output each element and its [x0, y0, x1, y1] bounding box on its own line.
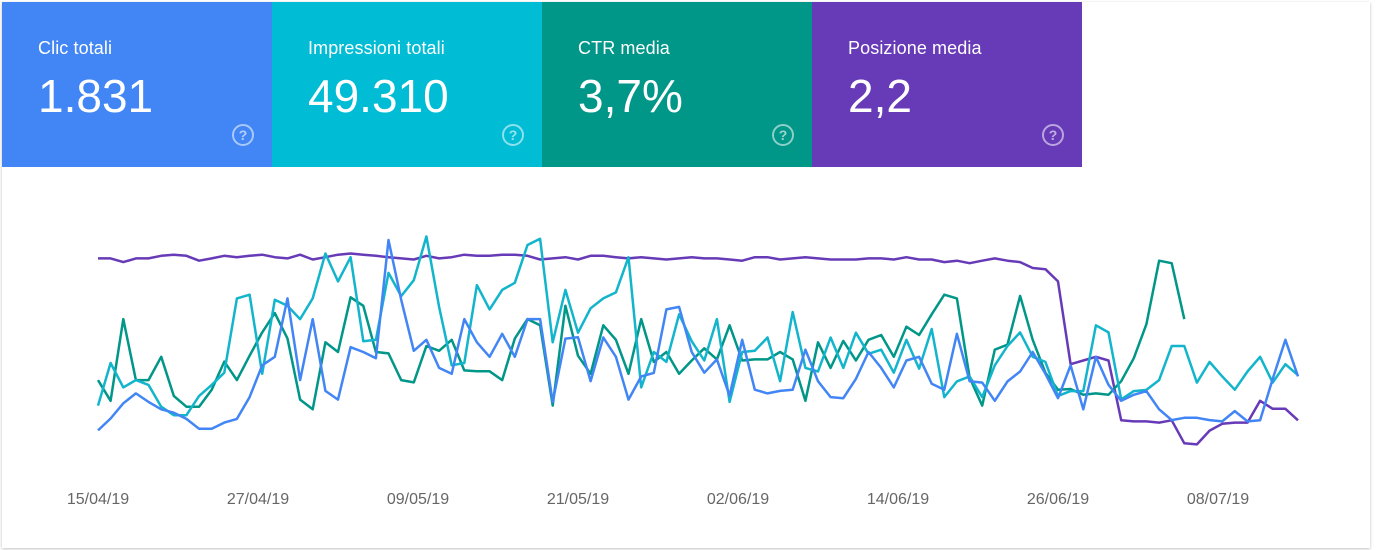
series-line-impressions: [96, 235, 1299, 417]
metric-ctr[interactable]: CTR media 3,7% ?: [542, 2, 812, 167]
x-tick-label: 02/06/19: [707, 491, 769, 508]
x-tick-label: 15/04/19: [67, 491, 129, 508]
metric-label: Clic totali: [38, 38, 113, 58]
metric-value: 49.310: [308, 70, 449, 122]
x-tick-label: 08/07/19: [1187, 491, 1249, 508]
x-tick-label: 27/04/19: [227, 491, 289, 508]
metric-label: CTR media: [578, 38, 670, 58]
x-tick-label: 09/05/19: [387, 491, 449, 508]
metric-label: Impressioni totali: [308, 38, 445, 58]
metric-clicks[interactable]: Clic totali 1.831 ?: [2, 2, 272, 167]
metric-value: 2,2: [848, 70, 912, 122]
x-tick-label: 26/06/19: [1027, 491, 1089, 508]
question-circle-icon[interactable]: ?: [502, 124, 524, 146]
series-line-position: [98, 252, 1299, 446]
question-circle-icon[interactable]: ?: [232, 124, 254, 146]
metric-label: Posizione media: [848, 38, 982, 58]
metric-impressions[interactable]: Impressioni totali 49.310 ?: [272, 2, 542, 167]
metric-position[interactable]: Posizione media 2,2 ?: [812, 2, 1082, 167]
series-line-clicks: [97, 238, 1300, 432]
metric-value: 3,7%: [578, 70, 683, 122]
question-circle-icon[interactable]: ?: [772, 124, 794, 146]
question-circle-icon[interactable]: ?: [1042, 124, 1064, 146]
series-lines: [96, 235, 1300, 446]
metric-tiles: Clic totali 1.831 ? Impressioni totali 4…: [2, 2, 1082, 167]
series-line-ctr: [96, 259, 1186, 411]
metric-value: 1.831: [38, 70, 154, 122]
x-axis: 15/04/19 27/04/19 09/05/19 21/05/19 02/06/19…: [67, 491, 1249, 508]
x-tick-label: 14/06/19: [867, 491, 929, 508]
x-tick-label: 21/05/19: [547, 491, 609, 508]
